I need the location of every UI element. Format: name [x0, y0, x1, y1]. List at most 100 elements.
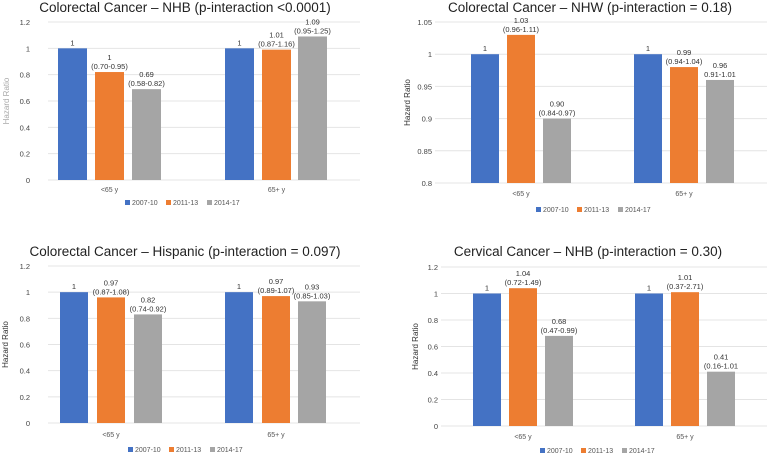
y-tick-label: 0.6: [20, 341, 30, 350]
y-tick-label: 0.2: [20, 393, 30, 402]
data-label: 0.97: [104, 278, 119, 287]
bar-2014-17-65y: [543, 118, 571, 183]
y-tick-label: 0: [26, 419, 30, 428]
data-label: (0.47-0.99): [541, 326, 578, 335]
data-label: (0.87-1.08): [93, 287, 130, 296]
data-label: (0.37-2.71): [667, 282, 704, 291]
legend-label: 2007-10: [132, 200, 158, 207]
y-tick-label: 0.6: [20, 97, 30, 106]
data-label: 0.91-1.01: [704, 70, 736, 79]
bar-2007-10-65y: [473, 293, 501, 426]
y-tick-label: 1.05: [417, 18, 432, 27]
x-category-label: <65 y: [102, 432, 120, 439]
data-label: (0.72-1.49): [505, 278, 542, 287]
chart-panel-4: Cervical Cancer – NHB (p-interaction = 0…: [411, 244, 767, 455]
chart-title: Colorectal Cancer – Hispanic (p-interact…: [29, 244, 340, 259]
data-label: (0.96-1.11): [503, 25, 540, 34]
data-label: 1: [483, 44, 487, 53]
data-label: (0.84-0.97): [539, 109, 576, 118]
bar-2007-10-65y: [60, 292, 88, 423]
x-category-label: 65+ y: [267, 432, 285, 439]
bar-2007-10-65y: [225, 48, 254, 181]
data-label: 1: [72, 282, 76, 291]
data-label: 1: [237, 282, 241, 291]
data-label: 1: [70, 38, 74, 47]
legend-label: 2011-13: [588, 448, 613, 455]
legend-swatch: [618, 207, 623, 212]
legend-swatch: [536, 207, 541, 212]
data-label: 1: [485, 284, 489, 293]
y-tick-label: 0.95: [417, 82, 432, 91]
y-tick-label: 1: [428, 50, 432, 59]
data-label: 1.09: [305, 17, 320, 26]
y-tick-label: 0.8: [20, 71, 30, 80]
legend-swatch: [128, 447, 133, 452]
x-category-label: 65+ y: [268, 187, 286, 194]
legend-swatch: [581, 448, 586, 453]
x-category-label: <65 y: [514, 434, 532, 441]
data-label: 0.69: [139, 70, 154, 79]
data-label: 1: [107, 53, 111, 62]
data-label: 1.01: [269, 31, 284, 40]
y-axis-label: Hazard Ratio: [403, 79, 412, 126]
bar-2011-13-65y: [95, 72, 124, 180]
data-label: 1: [647, 284, 651, 293]
data-label: (0.16-1.01: [704, 362, 738, 371]
bar-2007-10-65y: [225, 292, 253, 423]
bar-2011-13-65y: [670, 67, 698, 183]
bar-2014-17-65y: [298, 301, 326, 423]
legend-swatch: [207, 200, 212, 205]
bar-2007-10-65y: [635, 293, 663, 426]
bar-2014-17-65y: [298, 36, 327, 180]
y-tick-label: 0.8: [422, 179, 432, 188]
legend-label: 2011-13: [173, 200, 198, 207]
bar-2014-17-65y: [134, 314, 162, 423]
data-label: 0.97: [269, 277, 284, 286]
legend-swatch: [622, 448, 627, 453]
bar-2014-17-65y: [706, 79, 734, 183]
y-axis-label: Hazard Ratio: [411, 323, 420, 370]
y-tick-label: 0.2: [20, 150, 30, 159]
bar-2014-17-65y: [545, 335, 573, 426]
chart-panel-2: Colorectal Cancer – NHW (p-interaction =…: [403, 0, 767, 214]
legend-swatch: [169, 447, 174, 452]
data-label: 0.93: [305, 282, 320, 291]
legend-label: 2014-17: [625, 207, 651, 214]
y-tick-label: 0.4: [20, 123, 30, 132]
bar-2007-10-65y: [634, 54, 662, 184]
legend-label: 2011-13: [584, 207, 609, 214]
chart-panel-1: Colorectal Cancer – NHB (p-interaction <…: [2, 0, 360, 207]
legend-label: 2011-13: [176, 447, 201, 454]
y-tick-label: 0.6: [428, 343, 438, 352]
y-tick-label: 1: [26, 288, 30, 297]
chart-panel-3: Colorectal Cancer – Hispanic (p-interact…: [1, 244, 360, 454]
chart-title: Cervical Cancer – NHB (p-interaction = 0…: [454, 244, 722, 259]
data-label: (0.95-1.25): [294, 26, 331, 35]
legend-swatch: [166, 200, 171, 205]
legend-swatch: [540, 448, 545, 453]
data-label: 1.01: [678, 273, 693, 282]
legend-label: 2014-17: [629, 448, 655, 455]
data-label: (0.89-1.07): [258, 286, 295, 295]
y-tick-label: 1.2: [20, 18, 30, 27]
y-tick-label: 1: [26, 44, 30, 53]
data-label: 0.99: [677, 48, 692, 57]
data-label: 0.41: [714, 353, 729, 362]
data-label: 1: [646, 44, 650, 53]
data-label: 1.03: [514, 16, 529, 25]
bar-2011-13-65y: [671, 292, 699, 426]
legend-swatch: [577, 207, 582, 212]
x-category-label: <65 y: [512, 191, 530, 198]
y-tick-label: 0.4: [428, 369, 438, 378]
y-tick-label: 1.2: [428, 263, 438, 272]
data-label: 1.04: [516, 269, 531, 278]
data-label: 1: [237, 38, 241, 47]
data-label: 0.68: [552, 317, 567, 326]
y-tick-label: 1.2: [20, 262, 30, 271]
bar-2007-10-65y: [58, 48, 87, 181]
data-label: 0.82: [141, 295, 156, 304]
data-label: 0.96: [713, 61, 728, 70]
data-label: (0.58-0.82): [128, 79, 165, 88]
x-category-label: 65+ y: [676, 434, 694, 441]
